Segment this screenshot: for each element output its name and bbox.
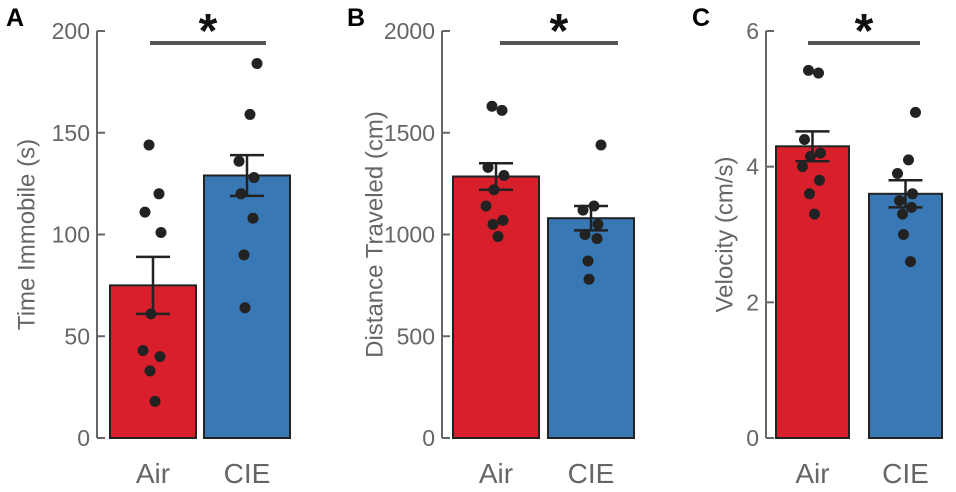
panel-b: B 0 500 1000 1500 2000 Distance Traveled (cm) A…	[347, 4, 635, 489]
data-point-air	[803, 64, 814, 76]
panel-a: A 0 50 100 150 200 Time Immobile (s) Air CIE *	[6, 4, 291, 489]
data-point-air	[486, 100, 498, 112]
data-point-air	[815, 147, 826, 159]
y-tick-label: 0	[422, 425, 435, 451]
data-point-air	[488, 184, 500, 196]
data-point-air	[498, 169, 510, 181]
bar-air	[452, 175, 540, 439]
data-point-cie	[592, 218, 604, 230]
data-point-air	[145, 308, 157, 320]
data-point-cie	[251, 58, 263, 70]
data-point-air	[155, 226, 167, 238]
y-tick-label: 1500	[384, 120, 435, 146]
y-tick-label: 50	[64, 323, 90, 349]
data-point-air	[797, 161, 808, 173]
data-point-cie	[235, 188, 247, 200]
data-point-air	[139, 206, 151, 218]
panel-label: B	[347, 4, 365, 32]
y-tick-label: 100	[52, 222, 90, 248]
y-tick-label: 200	[52, 18, 90, 44]
x-tick-label-cie: CIE	[568, 458, 615, 489]
data-point-air	[143, 139, 155, 151]
data-point-air	[809, 208, 820, 220]
data-point-cie	[248, 172, 260, 184]
data-point-air	[154, 351, 166, 363]
x-tick-label-air: Air	[136, 458, 170, 489]
data-point-cie	[906, 201, 917, 213]
y-tick-label: 1000	[384, 222, 435, 248]
data-point-cie	[892, 167, 903, 179]
data-point-cie	[579, 229, 591, 240]
data-point-cie	[247, 212, 259, 224]
data-point-air	[497, 214, 509, 226]
y-tick-label: 0	[77, 425, 90, 451]
bar-cie	[547, 217, 635, 439]
data-point-cie	[894, 195, 905, 207]
data-point-cie	[591, 233, 603, 245]
data-point-cie	[595, 139, 607, 151]
data-point-cie	[583, 273, 595, 285]
y-axis-title: Distance Traveled (cm)	[361, 111, 388, 358]
y-tick-label: 0	[746, 425, 759, 451]
y-tick-label: 150	[52, 120, 90, 146]
y-tick-label: 500	[397, 323, 435, 349]
y-tick-label: 6	[746, 18, 759, 44]
data-point-cie	[233, 155, 245, 167]
y-tick-label: 2000	[384, 18, 435, 44]
data-point-cie	[898, 229, 909, 240]
y-tick-label: 4	[746, 154, 759, 180]
data-point-cie	[910, 106, 921, 118]
data-point-cie	[588, 200, 600, 212]
panel-label: C	[692, 4, 710, 32]
data-point-cie	[905, 256, 916, 268]
data-point-air	[482, 161, 494, 173]
x-tick-label-air: Air	[479, 458, 513, 489]
data-point-cie	[244, 108, 256, 120]
data-point-cie	[238, 249, 250, 261]
data-point-air	[814, 174, 825, 186]
data-point-air	[480, 200, 492, 212]
data-point-cie	[903, 154, 914, 166]
data-point-cie	[577, 204, 589, 216]
y-tick-label: 2	[746, 289, 759, 315]
data-point-air	[496, 104, 508, 116]
data-point-air	[804, 188, 815, 200]
data-point-air	[799, 134, 810, 146]
data-point-air	[492, 231, 504, 243]
panel-label: A	[6, 4, 24, 32]
y-axis-title: Time Immobile (s)	[13, 139, 40, 330]
data-point-air	[487, 218, 499, 230]
y-axis-title: Velocity (cm/s)	[711, 156, 738, 312]
significance-star: *	[199, 5, 218, 58]
data-point-air	[813, 67, 824, 79]
data-point-air	[149, 395, 161, 407]
panel-c: C 0 2 4 6 Velocity (cm/s) Air CIE *	[692, 4, 943, 489]
data-point-cie	[907, 188, 918, 200]
data-point-cie	[897, 208, 908, 220]
x-tick-label-air: Air	[795, 458, 829, 489]
data-point-cie	[239, 302, 251, 314]
data-point-cie	[582, 255, 594, 267]
data-point-air	[805, 150, 816, 162]
x-tick-label-cie: CIE	[224, 458, 271, 489]
data-point-air	[137, 344, 149, 356]
significance-star: *	[550, 5, 569, 58]
x-tick-label-cie: CIE	[882, 458, 929, 489]
data-point-air	[153, 188, 165, 200]
significance-star: *	[855, 5, 874, 58]
data-point-air	[144, 365, 156, 377]
